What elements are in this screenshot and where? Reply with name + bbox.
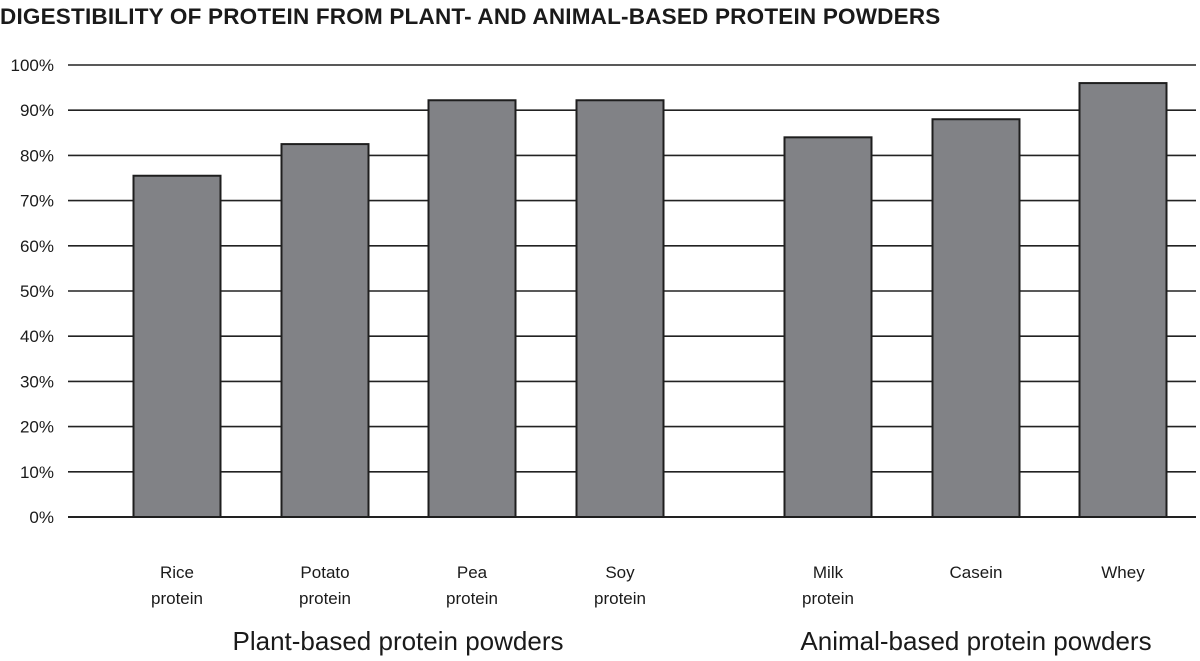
bar-potato-protein: [280, 143, 370, 518]
y-tick-label-10: 10%: [20, 463, 54, 482]
y-tick-label-90: 90%: [20, 101, 54, 120]
category-label-rice-protein: Rice protein: [151, 563, 203, 608]
category-label-milk-protein: Milk protein: [802, 563, 854, 608]
y-tick-label-60: 60%: [20, 237, 54, 256]
category-label-casein: Casein: [950, 563, 1003, 582]
bar-soy-protein: [575, 99, 665, 518]
bar-whey: [1078, 82, 1168, 519]
y-tick-label-80: 80%: [20, 146, 54, 165]
group-labels: Plant-based protein powders Animal-based …: [233, 626, 1152, 656]
bar-rice-protein: [132, 174, 222, 519]
category-label-soy-protein: Soy protein: [594, 563, 646, 608]
y-tick-label-20: 20%: [20, 418, 54, 437]
chart-title: DIGESTIBILITY OF PROTEIN FROM PLANT- AND…: [0, 4, 941, 29]
bars: [132, 82, 1168, 519]
bar-casein: [931, 118, 1021, 519]
y-tick-label-50: 50%: [20, 282, 54, 301]
category-label-whey: Whey: [1101, 563, 1145, 582]
group-label-animal: Animal-based protein powders: [800, 626, 1151, 656]
group-label-plant: Plant-based protein powders: [233, 626, 564, 656]
category-labels: Rice protein Potato protein Pea protein Soy pro…: [151, 563, 1145, 608]
y-tick-label-30: 30%: [20, 372, 54, 391]
bar-milk-protein: [783, 136, 873, 518]
y-tick-label-70: 70%: [20, 192, 54, 211]
y-tick-label-40: 40%: [20, 327, 54, 346]
category-label-potato-protein: Potato protein: [299, 563, 351, 608]
y-tick-label-100: 100%: [11, 56, 54, 75]
category-label-pea-protein: Pea protein: [446, 563, 498, 608]
y-tick-label-0: 0%: [29, 508, 54, 527]
bar-pea-protein: [427, 99, 517, 518]
y-axis-tick-labels: 0% 10% 20% 30% 40% 50% 60% 70% 80% 90% 100%: [11, 56, 54, 527]
